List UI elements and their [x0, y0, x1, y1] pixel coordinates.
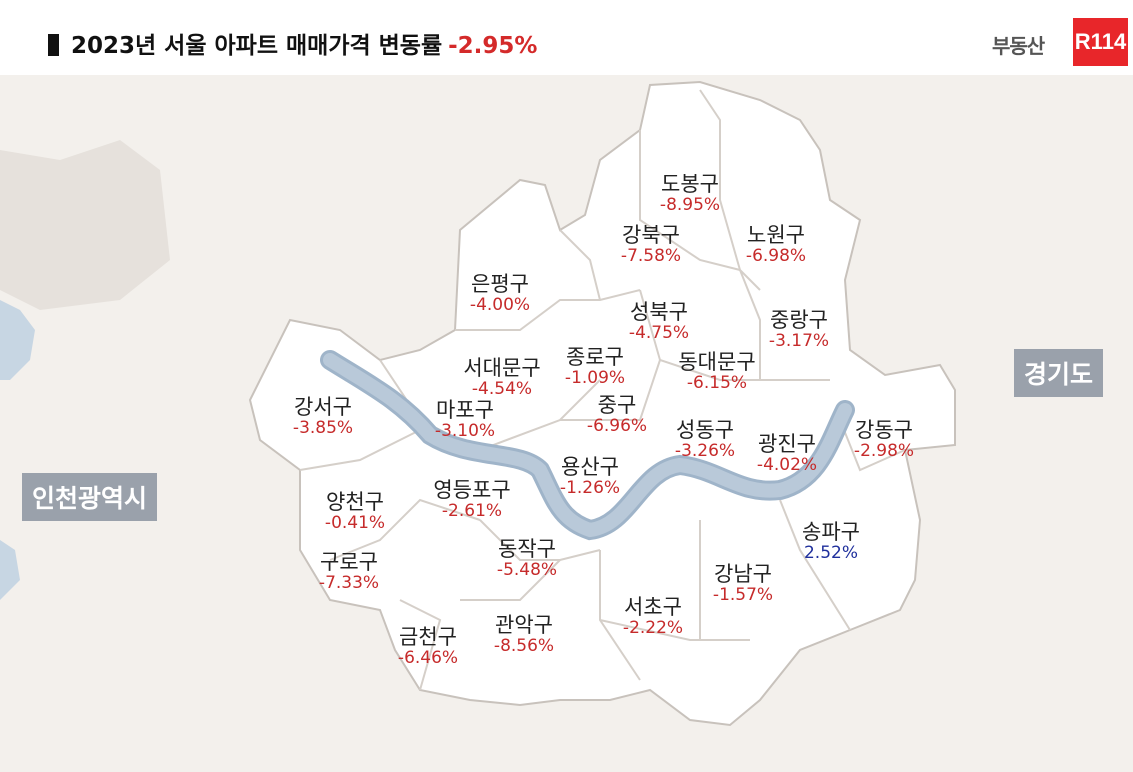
district-rate: -1.09% — [564, 368, 626, 389]
district-gangbuk: 강북구 -7.58% — [621, 223, 681, 267]
district-name: 광진구 — [758, 432, 816, 456]
district-rate: -3.85% — [292, 418, 354, 439]
district-name: 구로구 — [320, 550, 378, 574]
district-rate: -6.98% — [745, 246, 807, 267]
district-dobong: 도봉구 -8.95% — [660, 172, 720, 216]
district-name: 양천구 — [326, 490, 384, 514]
district-rate: -4.75% — [628, 323, 690, 344]
district-rate: -4.00% — [469, 295, 531, 316]
district-gangseo: 강서구 -3.85% — [293, 395, 353, 439]
district-name: 강북구 — [622, 223, 680, 247]
district-rate: -8.56% — [493, 636, 555, 657]
district-yeongdeungpo: 영등포구 -2.61% — [433, 478, 510, 522]
district-name: 서대문구 — [463, 356, 541, 380]
district-name: 관악구 — [495, 613, 553, 637]
west-water — [0, 300, 35, 380]
district-rate: -4.02% — [756, 455, 818, 476]
district-name: 영등포구 — [433, 478, 511, 502]
brand-logo-text: 부동산 — [992, 34, 1045, 58]
district-name: 강동구 — [855, 418, 913, 442]
district-rate: -1.26% — [559, 478, 621, 499]
title-bullet — [48, 34, 59, 56]
region-label-incheon: 인천광역시 — [22, 473, 158, 521]
district-name: 금천구 — [399, 625, 457, 649]
region-label-gyeonggi: 경기도 — [1014, 349, 1104, 397]
han-river-inner — [323, 353, 852, 538]
total-change: -2.95% — [448, 33, 538, 59]
district-rate: -0.41% — [324, 513, 386, 534]
district-seocho: 서초구 -2.22% — [623, 595, 683, 639]
district-name: 종로구 — [566, 345, 624, 369]
district-name: 강남구 — [714, 562, 772, 586]
district-name: 동작구 — [498, 537, 556, 561]
district-rate: -2.98% — [853, 441, 915, 462]
title-text: 2023년 서울 아파트 매매가격 변동률 — [71, 33, 443, 59]
district-yongsan: 용산구 -1.26% — [560, 455, 620, 499]
district-gangdong: 강동구 -2.98% — [854, 418, 914, 462]
district-gwanak: 관악구 -8.56% — [494, 613, 554, 657]
district-jung: 중구 -6.96% — [587, 393, 647, 437]
seoul-landmass — [248, 80, 956, 727]
brand-logo-mark: R114 — [1073, 18, 1128, 66]
district-rate: -2.22% — [622, 618, 684, 639]
district-name: 중구 — [597, 393, 637, 417]
district-songpa: 송파구 2.52% — [802, 520, 860, 564]
district-seongdong: 성동구 -3.26% — [675, 418, 735, 462]
district-rate: -5.48% — [496, 560, 558, 581]
district-name: 도봉구 — [661, 172, 719, 196]
district-boundaries — [299, 89, 906, 691]
page-title: 2023년 서울 아파트 매매가격 변동률 -2.95% — [48, 26, 537, 60]
district-name: 노원구 — [747, 223, 805, 247]
district-name: 강서구 — [294, 395, 352, 419]
west-water-2 — [0, 540, 20, 600]
district-geumcheon: 금천구 -6.46% — [398, 625, 458, 669]
district-seodaemun: 서대문구 -4.54% — [463, 356, 540, 400]
district-nowon: 노원구 -6.98% — [746, 223, 806, 267]
district-rate: -6.46% — [397, 648, 459, 669]
district-rate: -4.54% — [471, 379, 533, 400]
district-name: 성북구 — [630, 300, 688, 324]
district-seongbuk: 성북구 -4.75% — [629, 300, 689, 344]
seoul-map — [0, 80, 956, 727]
district-jongno: 종로구 -1.09% — [565, 345, 625, 389]
district-gangnam: 강남구 -1.57% — [713, 562, 773, 606]
district-rate: -3.10% — [434, 421, 496, 442]
district-rate: -3.26% — [674, 441, 736, 462]
district-name: 송파구 — [802, 520, 860, 544]
district-mapo: 마포구 -3.10% — [435, 398, 495, 442]
district-rate: -6.15% — [686, 373, 748, 394]
district-rate: -8.95% — [659, 195, 721, 216]
district-name: 성동구 — [676, 418, 734, 442]
district-rate: -1.57% — [712, 585, 774, 606]
district-rate: -2.61% — [441, 501, 503, 522]
district-eunpyeong: 은평구 -4.00% — [470, 272, 530, 316]
district-name: 중랑구 — [770, 308, 828, 332]
district-name: 동대문구 — [678, 350, 756, 374]
district-rate: 2.52% — [803, 543, 858, 564]
surrounding-land — [0, 140, 170, 310]
district-guro: 구로구 -7.33% — [319, 550, 379, 594]
district-name: 서초구 — [624, 595, 682, 619]
district-name: 마포구 — [436, 398, 494, 422]
district-rate: -7.58% — [620, 246, 682, 267]
header-bar: 2023년 서울 아파트 매매가격 변동률 -2.95% 부동산 R114 — [0, 0, 1133, 75]
district-rate: -7.33% — [318, 573, 380, 594]
district-dongdaemun: 동대문구 -6.15% — [678, 350, 755, 394]
district-rate: -3.17% — [768, 331, 830, 352]
district-dongjak: 동작구 -5.48% — [497, 537, 557, 581]
district-name: 은평구 — [471, 272, 529, 296]
district-jungnang: 중랑구 -3.17% — [769, 308, 829, 352]
district-name: 용산구 — [561, 455, 619, 479]
district-gwangjin: 광진구 -4.02% — [757, 432, 817, 476]
district-rate: -6.96% — [586, 416, 648, 437]
district-yangcheon: 양천구 -0.41% — [325, 490, 385, 534]
